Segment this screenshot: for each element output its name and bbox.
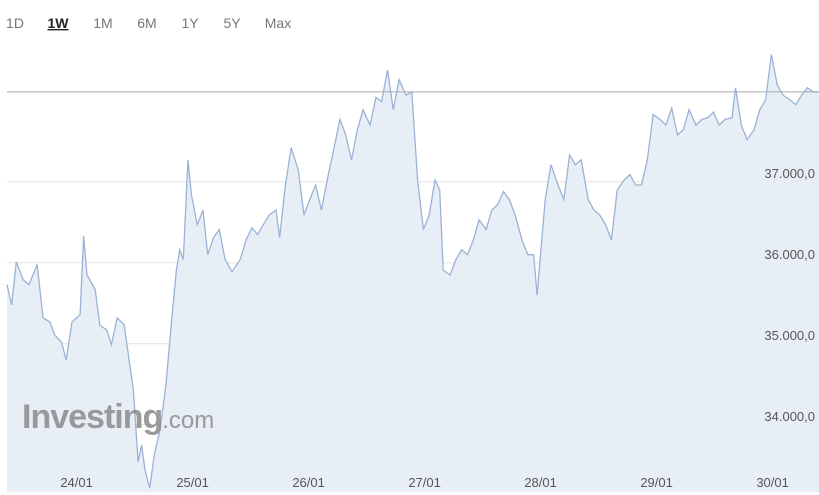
area-fill (7, 54, 819, 492)
y-tick-label: 35.000,0 (764, 328, 815, 343)
x-tick-label: 25/01 (176, 475, 209, 490)
x-tick-label: 24/01 (60, 475, 93, 490)
watermark-domain: .com (162, 407, 214, 434)
x-tick-label: 27/01 (408, 475, 441, 490)
price-line (6, 54, 819, 489)
range-button[interactable]: 1D (6, 15, 24, 31)
y-tick-label: 34.000,0 (764, 409, 815, 424)
range-button[interactable]: 5Y (223, 15, 241, 31)
watermark-name: Investing (22, 398, 162, 436)
range-button[interactable]: 1W (48, 15, 70, 31)
x-tick-label: 28/01 (524, 475, 557, 490)
range-button[interactable]: 1M (93, 15, 112, 31)
x-tick-label: 29/01 (640, 475, 673, 490)
y-tick-label: 37.000,0 (764, 166, 815, 181)
range-button[interactable]: Max (265, 15, 291, 31)
x-tick-label: 30/01 (756, 475, 789, 490)
x-tick-label: 26/01 (292, 475, 325, 490)
watermark: Investing.com (22, 398, 214, 436)
y-tick-label: 36.000,0 (764, 247, 815, 262)
range-button[interactable]: 6M (137, 15, 156, 31)
range-button[interactable]: 1Y (181, 15, 199, 31)
